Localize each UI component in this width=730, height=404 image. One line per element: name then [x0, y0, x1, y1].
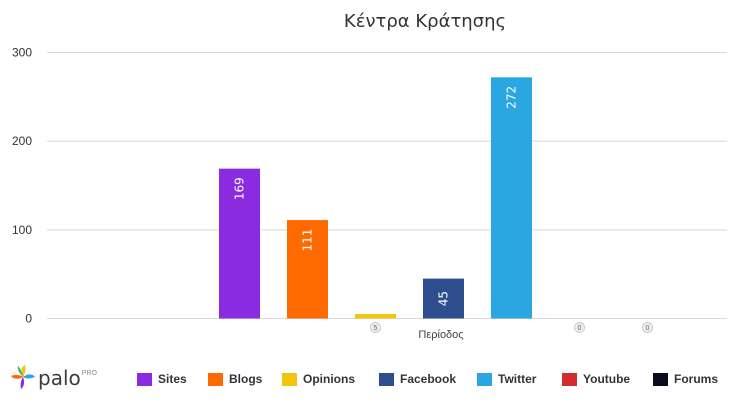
legend-label: Sites — [158, 372, 187, 386]
data-label: 0 — [646, 325, 650, 332]
legend-item-facebook[interactable]: Facebook — [379, 372, 456, 386]
legend-swatch — [653, 372, 668, 386]
legend-item-sites[interactable]: Sites — [137, 372, 187, 386]
y-tick-label: 100 — [12, 223, 32, 237]
bar-opinions[interactable] — [355, 314, 396, 319]
legend-label: Twitter — [498, 372, 537, 386]
chart-title: Κέντρα Κράτησης — [344, 11, 506, 32]
bar-group-sites: 169 — [219, 168, 260, 319]
y-tick-label: 200 — [12, 134, 32, 148]
bar-facebook[interactable] — [423, 278, 464, 319]
legend-label: Facebook — [400, 372, 457, 386]
bar-sites[interactable] — [219, 168, 260, 319]
legend-item-youtube[interactable]: Youtube — [562, 372, 630, 386]
legend-item-blogs[interactable]: Blogs — [208, 372, 262, 386]
logo-text: palo — [38, 366, 81, 390]
bar-group-facebook: 45 — [423, 278, 464, 319]
palo-logo: palo PRO — [10, 364, 97, 390]
data-label: 272 — [505, 86, 519, 109]
bar-group-twitter: 272 — [491, 77, 532, 319]
legend-label: Youtube — [583, 372, 631, 386]
legend-swatch — [562, 372, 577, 386]
y-axis: 0 100 200 300 — [12, 46, 32, 326]
bar-group-youtube: 0 — [574, 322, 585, 333]
data-label: 45 — [437, 291, 451, 306]
legend-swatch — [137, 372, 152, 386]
data-label: 0 — [578, 325, 582, 332]
data-label: 169 — [233, 177, 247, 200]
legend-item-forums[interactable]: Forums — [653, 372, 718, 386]
y-tick-label: 0 — [25, 312, 32, 326]
bar-group-opinions: 5 — [355, 314, 396, 333]
bar-twitter[interactable] — [491, 77, 532, 319]
data-label-bubble — [642, 322, 653, 333]
data-label-bubble — [574, 322, 585, 333]
logo-superscript: PRO — [81, 370, 97, 377]
palo-flower-icon — [11, 365, 35, 389]
legend: Sites Blogs Opinions Facebook Twitter Youtube… — [0, 362, 730, 396]
legend-swatch — [379, 372, 394, 386]
legend-swatch — [208, 372, 223, 386]
bars: 169 111 5 45 272 0 0 — [219, 77, 653, 333]
legend-item-opinions[interactable]: Opinions — [282, 372, 355, 386]
data-label-bubble — [370, 322, 381, 333]
data-label: 111 — [301, 229, 315, 252]
legend-swatch — [477, 372, 492, 386]
y-tick-label: 300 — [12, 46, 32, 60]
bar-group-forums: 0 — [642, 322, 653, 333]
data-label: 5 — [374, 325, 378, 332]
bar-blogs[interactable] — [287, 220, 328, 319]
legend-label: Opinions — [303, 372, 355, 386]
bar-group-blogs: 111 — [287, 220, 328, 319]
x-axis-label: Περίοδος — [418, 329, 463, 341]
legend-label: Forums — [674, 372, 719, 386]
gridlines — [47, 52, 727, 319]
legend-label: Blogs — [229, 372, 263, 386]
legend-swatch — [282, 372, 297, 386]
legend-item-twitter[interactable]: Twitter — [477, 372, 536, 386]
